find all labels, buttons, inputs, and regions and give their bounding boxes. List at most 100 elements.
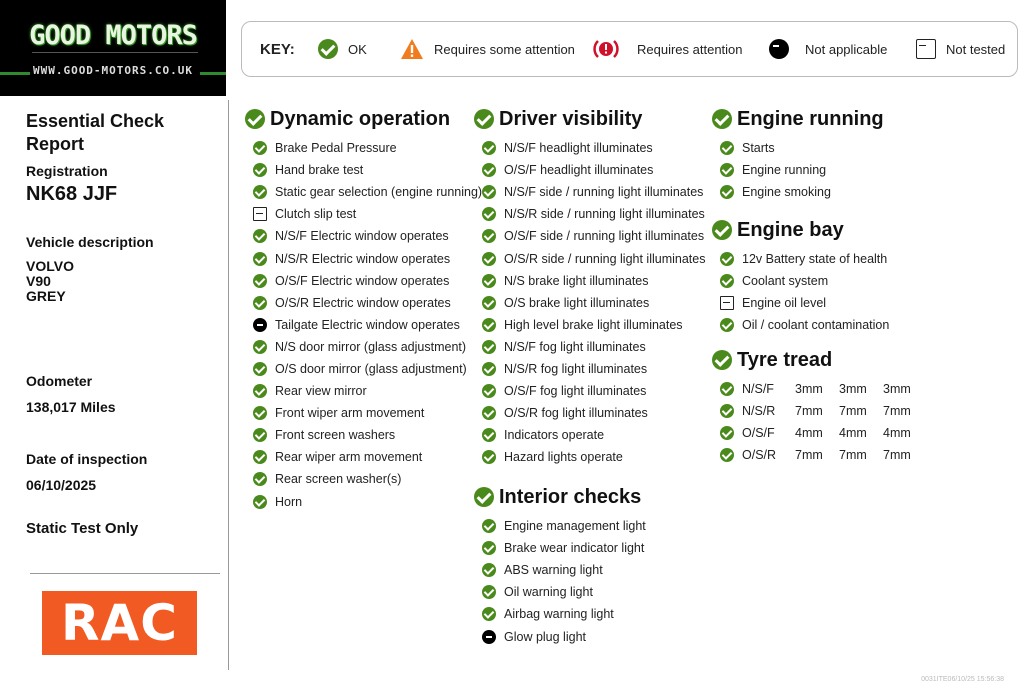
- check-label: O/S/F headlight illuminates: [504, 163, 654, 178]
- check-label: Engine smoking: [742, 185, 831, 200]
- ok-icon: [253, 141, 267, 156]
- check-label: High level brake light illuminates: [504, 317, 683, 332]
- check-item: High level brake light illuminates: [482, 314, 705, 336]
- check-label: Oil warning light: [504, 585, 593, 600]
- check-label: O/S/F fog light illuminates: [504, 384, 647, 399]
- ok-icon: [253, 185, 267, 200]
- check-item: O/S/R fog light illuminates: [482, 402, 705, 424]
- ok-icon: [482, 607, 496, 622]
- check-label: N/S/R fog light illuminates: [504, 361, 648, 376]
- key-label: Not applicable: [805, 41, 888, 57]
- check-item: Static gear selection (engine running): [253, 181, 482, 203]
- check-item: O/S/R 7mm 7mm 7mm: [720, 444, 927, 466]
- registration-label: Registration: [26, 163, 108, 179]
- ok-icon: [720, 163, 734, 178]
- ok-icon: [482, 141, 496, 156]
- vehicle-colour: GREY: [26, 288, 66, 304]
- check-label: Engine oil level: [742, 296, 827, 311]
- section-title: Dynamic operation: [245, 107, 482, 131]
- check-item: O/S brake light illuminates: [482, 292, 705, 314]
- check-label: Oil / coolant contamination: [742, 318, 890, 333]
- tread-depth: 7mm: [839, 448, 867, 463]
- tread-depth: 7mm: [883, 448, 911, 463]
- ok-icon: [253, 273, 267, 288]
- ok-icon: [720, 404, 734, 419]
- section-title-text: Engine bay: [737, 218, 844, 241]
- check-label: Horn: [275, 494, 303, 509]
- section-title: Engine running: [712, 107, 884, 131]
- check-item: N/S/R fog light illuminates: [482, 358, 705, 380]
- divider: [30, 573, 220, 574]
- key-label: Requires attention: [637, 41, 743, 57]
- ok-icon: [253, 251, 267, 266]
- registration-value: NK68 JJF: [26, 183, 118, 205]
- ok-icon: [482, 317, 496, 332]
- tread-depth: 7mm: [883, 404, 911, 419]
- check-item: Brake Pedal Pressure: [253, 137, 482, 159]
- section-title: Engine bay: [712, 218, 889, 242]
- divider: [228, 100, 229, 670]
- check-label: N/S/F Electric window operates: [275, 229, 449, 244]
- ok-icon: [482, 450, 496, 465]
- ok-icon: [253, 494, 267, 509]
- tread-depth: 4mm: [839, 426, 867, 441]
- check-label: Brake Pedal Pressure: [275, 141, 397, 156]
- check-item: N/S/F fog light illuminates: [482, 336, 705, 358]
- check-label: Coolant system: [742, 274, 829, 289]
- check-label: N/S brake light illuminates: [504, 273, 649, 288]
- key-label: OK: [348, 41, 367, 57]
- alert-icon: [593, 40, 619, 58]
- check-item: O/S/F fog light illuminates: [482, 380, 705, 402]
- vehicle-description-label: Vehicle description: [26, 234, 154, 250]
- check-label: Engine management light: [504, 519, 646, 534]
- section-title: Tyre tread: [712, 348, 927, 372]
- key-title: KEY:: [260, 40, 295, 58]
- check-item: Clutch slip test: [253, 203, 482, 225]
- check-label: Starts: [742, 141, 775, 156]
- key-label: Requires some attention: [434, 41, 575, 57]
- section-title-text: Dynamic operation: [270, 107, 451, 130]
- vehicle-model: V90: [26, 273, 51, 289]
- check-item: N/S/F Electric window operates: [253, 225, 482, 247]
- not-tested-icon: [253, 207, 267, 222]
- check-item: Rear view mirror: [253, 380, 482, 402]
- check-label: N/S door mirror (glass adjustment): [275, 339, 467, 354]
- ok-icon: [482, 295, 496, 310]
- check-label: Airbag warning light: [504, 607, 614, 622]
- check-label: O/S/R Electric window operates: [275, 295, 451, 310]
- ok-icon: [253, 361, 267, 376]
- ok-icon: [720, 448, 734, 463]
- inspection-date-value: 06/10/2025: [26, 477, 97, 493]
- report-title: Essential Check Report: [26, 111, 165, 154]
- check-item: N/S door mirror (glass adjustment): [253, 336, 482, 358]
- logo-divider: [32, 52, 198, 53]
- check-label: Clutch slip test: [275, 207, 357, 222]
- footer-stamp: 0031ITE06/10/25 15:56:38: [921, 676, 1004, 683]
- ok-icon: [253, 472, 267, 487]
- check-item: Hazard lights operate: [482, 446, 705, 468]
- check-label: O/S brake light illuminates: [504, 295, 650, 310]
- logo-stripe: [200, 72, 226, 75]
- check-label: N/S/R Electric window operates: [275, 251, 451, 266]
- logo-name: GOOD MOTORS: [29, 20, 198, 51]
- ok-icon: [482, 273, 496, 288]
- check-item: Hand brake test: [253, 159, 482, 181]
- check-item: O/S/F Electric window operates: [253, 270, 482, 292]
- check-label: N/S/F headlight illuminates: [504, 141, 653, 156]
- check-item: O/S/F 4mm 4mm 4mm: [720, 422, 927, 444]
- check-label: Rear wiper arm movement: [275, 450, 423, 465]
- check-item: N/S/R 7mm 7mm 7mm: [720, 400, 927, 422]
- check-item: Rear wiper arm movement: [253, 446, 482, 468]
- ok-icon: [720, 185, 734, 200]
- ok-icon: [482, 251, 496, 266]
- ok-icon: [720, 252, 734, 267]
- check-label: Hand brake test: [275, 163, 364, 178]
- not-tested-icon: [916, 39, 936, 59]
- check-label: Tailgate Electric window operates: [275, 317, 460, 332]
- ok-icon: [720, 141, 734, 156]
- check-item: Front screen washers: [253, 424, 482, 446]
- ok-icon: [482, 541, 496, 556]
- ok-icon: [720, 426, 734, 441]
- check-label: Rear screen washer(s): [275, 472, 402, 487]
- check-item: N/S/R Electric window operates: [253, 247, 482, 269]
